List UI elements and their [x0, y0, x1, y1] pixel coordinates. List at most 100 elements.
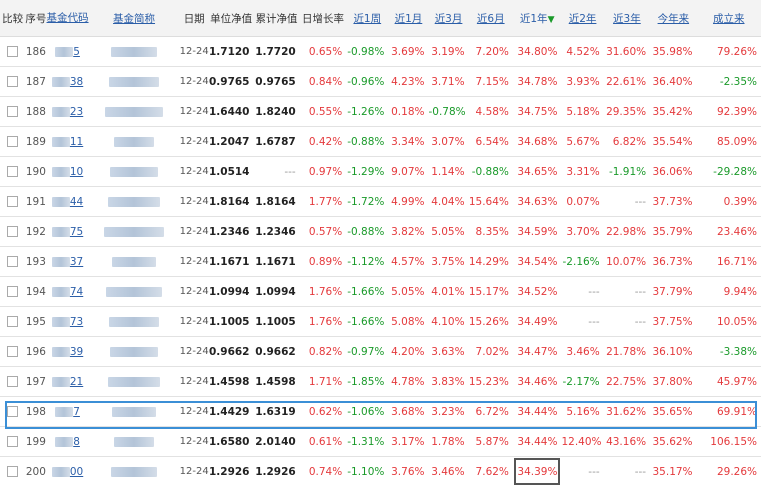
fund-code-link[interactable]: 7 — [73, 406, 80, 418]
return-since-inception: 10.05% — [697, 307, 761, 337]
fund-name — [89, 307, 180, 337]
compare-checkbox[interactable] — [7, 466, 18, 477]
col-1m[interactable]: 近1月 — [388, 0, 428, 37]
compare-checkbox[interactable] — [7, 376, 18, 387]
col-acc-nav[interactable]: 累计净值 — [253, 0, 299, 37]
fund-name-redacted[interactable] — [111, 47, 157, 57]
date-cell: 12-24 — [179, 157, 209, 187]
compare-checkbox[interactable] — [7, 436, 18, 447]
compare-checkbox[interactable] — [7, 286, 18, 297]
compare-checkbox[interactable] — [7, 406, 18, 417]
fund-code-link[interactable]: 21 — [70, 376, 83, 388]
fund-name-redacted[interactable] — [112, 407, 156, 417]
compare-checkbox[interactable] — [7, 166, 18, 177]
return-1w: -0.98% — [346, 37, 388, 67]
compare-checkbox[interactable] — [7, 256, 18, 267]
col-3y[interactable]: 近3年 — [604, 0, 650, 37]
compare-checkbox[interactable] — [7, 136, 18, 147]
compare-checkbox[interactable] — [7, 106, 18, 117]
return-1w: -1.26% — [346, 97, 388, 127]
col-1y[interactable]: 近1年▼ — [513, 0, 562, 37]
fund-name-redacted[interactable] — [105, 107, 163, 117]
fund-code: 23 — [46, 97, 88, 127]
return-3m: 1.14% — [428, 157, 468, 187]
fund-name-redacted[interactable] — [104, 227, 164, 237]
fund-code-link[interactable]: 73 — [70, 316, 83, 328]
col-2y[interactable]: 近2年 — [561, 0, 603, 37]
col-6m[interactable]: 近6月 — [469, 0, 513, 37]
fund-name-redacted[interactable] — [109, 77, 159, 87]
fund-code-link[interactable]: 38 — [70, 76, 83, 88]
fund-code-link[interactable]: 37 — [70, 256, 83, 268]
row-index: 188 — [25, 97, 46, 127]
col-fund-code[interactable]: 基金代码 — [46, 0, 88, 37]
compare-checkbox[interactable] — [7, 76, 18, 87]
fund-name-redacted[interactable] — [106, 287, 162, 297]
fund-code-link[interactable]: 5 — [73, 46, 80, 58]
col-fund-name[interactable]: 基金简称 — [89, 0, 180, 37]
return-1y: 34.68% — [513, 127, 562, 157]
compare-checkbox[interactable] — [7, 46, 18, 57]
col-since-inception[interactable]: 成立来 — [697, 0, 761, 37]
return-2y: 12.40% — [561, 427, 603, 457]
return-1w: -1.85% — [346, 367, 388, 397]
fund-name-redacted[interactable] — [108, 197, 160, 207]
row-index: 199 — [25, 427, 46, 457]
fund-name-redacted[interactable] — [109, 317, 159, 327]
daily-growth: 0.84% — [300, 67, 346, 97]
return-1w: -1.66% — [346, 307, 388, 337]
fund-code-link[interactable]: 10 — [70, 166, 83, 178]
fund-name-redacted[interactable] — [111, 467, 157, 477]
daily-growth: 0.74% — [300, 457, 346, 486]
row-index: 194 — [25, 277, 46, 307]
fund-code-link[interactable]: 11 — [70, 136, 83, 148]
col-daily-growth[interactable]: 日增长率 — [300, 0, 346, 37]
return-1y: 34.59% — [513, 217, 562, 247]
fund-code-link[interactable]: 39 — [70, 346, 83, 358]
fund-name-redacted[interactable] — [114, 137, 154, 147]
acc-nav: 1.8164 — [253, 187, 299, 217]
fund-name-redacted[interactable] — [112, 257, 156, 267]
code-prefix-redacted — [52, 467, 70, 477]
fund-code-link[interactable]: 8 — [73, 436, 80, 448]
col-1w[interactable]: 近1周 — [346, 0, 388, 37]
fund-code-link[interactable]: 74 — [70, 286, 83, 298]
compare-cell — [0, 247, 25, 277]
fund-code-link[interactable]: 00 — [70, 466, 83, 478]
compare-checkbox[interactable] — [7, 346, 18, 357]
return-1m: 4.99% — [388, 187, 428, 217]
compare-checkbox[interactable] — [7, 316, 18, 327]
compare-checkbox[interactable] — [7, 226, 18, 237]
col-ytd[interactable]: 今年来 — [650, 0, 696, 37]
col-3m[interactable]: 近3月 — [428, 0, 468, 37]
date-cell: 12-24 — [179, 337, 209, 367]
return-3y: 29.35% — [604, 97, 650, 127]
fund-name — [89, 187, 180, 217]
return-since-inception: 9.94% — [697, 277, 761, 307]
fund-code-link[interactable]: 23 — [70, 106, 83, 118]
fund-name-redacted[interactable] — [114, 437, 154, 447]
fund-code-link[interactable]: 44 — [70, 196, 83, 208]
col-unit-nav[interactable]: 单位净值 — [209, 0, 253, 37]
return-1w: -1.31% — [346, 427, 388, 457]
fund-code-link[interactable]: 75 — [70, 226, 83, 238]
compare-checkbox[interactable] — [7, 196, 18, 207]
fund-name-redacted[interactable] — [108, 377, 160, 387]
fund-name-redacted[interactable] — [110, 347, 158, 357]
fund-name-redacted[interactable] — [110, 167, 158, 177]
